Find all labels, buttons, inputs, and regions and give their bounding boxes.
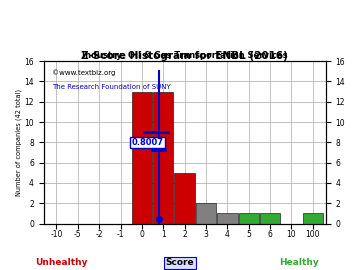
Text: Industry: Oil & Gas Transportation Services: Industry: Oil & Gas Transportation Servi… (82, 50, 287, 60)
Text: Score: Score (166, 258, 194, 267)
Bar (132, 92, 152, 224)
Text: Healthy: Healthy (279, 258, 319, 267)
Bar (153, 92, 174, 224)
Bar (239, 213, 259, 224)
Bar (175, 173, 195, 224)
Text: The Research Foundation of SUNY: The Research Foundation of SUNY (52, 84, 171, 90)
Bar (303, 213, 323, 224)
Title: Z-Score Histogram for ENBL (2016): Z-Score Histogram for ENBL (2016) (81, 51, 288, 61)
Bar (217, 213, 238, 224)
Y-axis label: Number of companies (42 total): Number of companies (42 total) (15, 89, 22, 196)
Bar (196, 203, 216, 224)
Text: ©www.textbiz.org: ©www.textbiz.org (52, 69, 116, 76)
Text: 0.8007: 0.8007 (131, 138, 163, 147)
Bar (260, 213, 280, 224)
Text: Unhealthy: Unhealthy (35, 258, 87, 267)
